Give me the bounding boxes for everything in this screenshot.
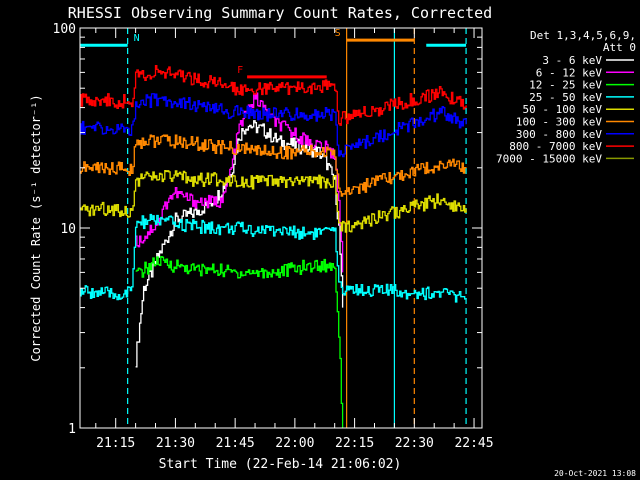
x-tick-label-2145: 21:45: [216, 436, 255, 451]
series-25-50-kev-trace-0: [80, 213, 467, 303]
series-6-12-kev-trace-0: [135, 92, 344, 273]
legend-header-attenuator: Att 0: [603, 41, 636, 54]
series-3-6-kev-trace-0: [135, 120, 344, 368]
legend-label-7000-15000-kev: 7000 - 15000 keV: [496, 152, 602, 165]
axes: 1 10 100 21:15 21:30 21:45 22:00 22:15 22:30 22:4…: [53, 22, 494, 451]
x-tick-label-2245: 22:45: [454, 436, 493, 451]
legend-label-25-50-kev: 25 - 50 keV: [529, 91, 602, 104]
x-tick-label-2115: 21:15: [96, 436, 135, 451]
chart-title: RHESSI Observing Summary Count Rates, Co…: [68, 4, 492, 22]
x-tick-label-2130: 21:30: [156, 436, 195, 451]
y-tick-label-100: 100: [53, 22, 76, 37]
footer-timestamp: 20-Oct-2021 13:08: [554, 469, 636, 478]
y-tick-label-10: 10: [60, 222, 76, 237]
y-tick-label-1: 1: [68, 422, 76, 437]
x-tick-label-2215: 22:15: [335, 436, 374, 451]
x-tick-label-2230: 22:30: [395, 436, 434, 451]
legend-label-6-12-kev: 6 - 12 keV: [536, 66, 603, 79]
legend-label-100-300-kev: 100 - 300 keV: [516, 116, 602, 129]
y-axis-label: Corrected Count Rate (s⁻¹ detector⁻¹): [29, 94, 43, 361]
legend-label-300-800-kev: 300 - 800 keV: [516, 128, 602, 141]
series-50-100-kev-trace-0: [80, 169, 467, 233]
flag-label-n: N: [134, 33, 140, 44]
series-300-800-kev-trace-0: [80, 93, 467, 158]
x-axis-label: Start Time (22-Feb-14 21:06:02): [159, 457, 402, 472]
series-100-300-kev-trace-0: [80, 134, 467, 197]
series-800-7000-kev-trace-0: [80, 65, 467, 126]
plot-area: N F S: [80, 28, 467, 428]
legend-header-detectors: Det 1,3,4,5,6,9,: [530, 29, 636, 42]
flag-label-s: S: [335, 28, 341, 39]
legend-label-12-25-kev: 12 - 25 keV: [529, 79, 602, 92]
x-tick-label-2200: 22:00: [275, 436, 314, 451]
flag-label-f: F: [237, 65, 243, 76]
data-layer: N F S: [80, 28, 467, 428]
legend-label-3-6-kev: 3 - 6 keV: [542, 54, 602, 67]
legend-label-800-7000-kev: 800 - 7000 keV: [509, 140, 602, 153]
series-12-25-kev-trace-0: [135, 255, 344, 428]
legend-label-50-100-kev: 50 - 100 keV: [523, 103, 603, 116]
